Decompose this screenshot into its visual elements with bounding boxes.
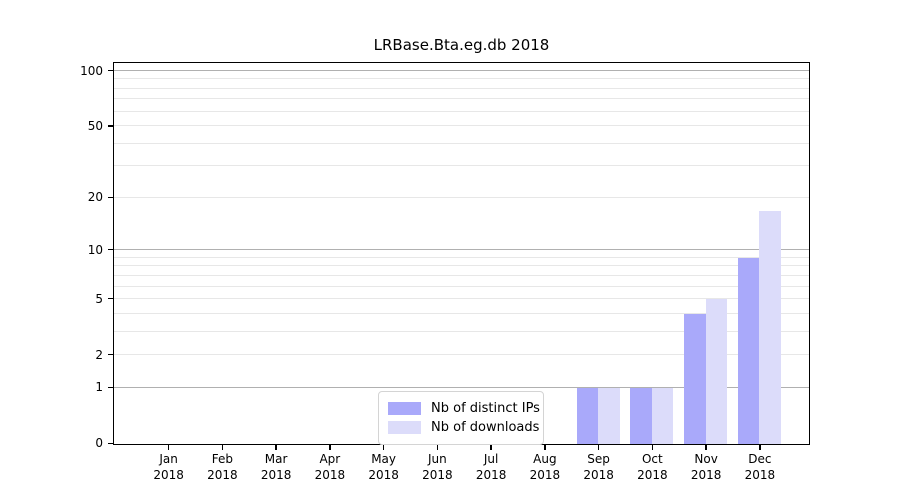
x-tick-label: Sep 2018 (583, 452, 614, 482)
x-tick-mark (382, 445, 385, 450)
bar-distinct-ips (576, 388, 598, 444)
bar-downloads (651, 388, 674, 444)
y-tick-label: 100 (80, 63, 103, 78)
x-tick-mark (651, 445, 654, 450)
legend-item-distinct-ips: Nb of distinct IPs (388, 400, 540, 417)
minor-gridline (114, 142, 809, 144)
plot-area (113, 62, 810, 445)
minor-gridline (114, 265, 809, 267)
x-tick-mark (490, 445, 492, 450)
major-gridline (114, 386, 809, 388)
y-tick-mark (108, 353, 113, 356)
y-tick-mark (108, 442, 113, 445)
bar-distinct-ips (737, 258, 760, 444)
y-tick-label: 0 (95, 436, 103, 451)
x-tick-mark (597, 445, 600, 450)
chart-title: LRBase.Bta.eg.db 2018 (373, 36, 550, 54)
bar-downloads (598, 388, 620, 444)
minor-gridline (114, 125, 809, 127)
x-tick-label: May 2018 (368, 452, 399, 482)
minor-gridline (114, 256, 809, 258)
x-tick-mark (275, 445, 277, 450)
x-tick-mark (221, 445, 224, 450)
minor-gridline (114, 110, 809, 112)
y-tick-mark (108, 69, 113, 72)
bar-distinct-ips (630, 388, 652, 444)
x-tick-label: Aug 2018 (529, 452, 561, 482)
minor-gridline (114, 196, 809, 198)
y-tick-mark (108, 297, 113, 300)
major-gridline (114, 69, 809, 71)
x-tick-mark (759, 445, 761, 450)
y-tick-mark (108, 124, 113, 127)
y-tick-mark (108, 196, 113, 199)
minor-gridline (114, 285, 809, 287)
minor-gridline (114, 87, 809, 89)
x-tick-label: Apr 2018 (314, 452, 346, 482)
minor-gridline (114, 298, 809, 300)
minor-gridline (114, 98, 809, 100)
x-tick-mark (705, 445, 707, 450)
x-tick-label: Dec 2018 (744, 452, 776, 482)
x-tick-label: Mar 2018 (260, 452, 292, 482)
x-tick-mark (329, 445, 331, 450)
y-tick-label: 20 (87, 190, 103, 205)
major-gridline (114, 249, 809, 251)
x-tick-label: Jul 2018 (475, 452, 507, 482)
y-tick-mark (108, 386, 113, 389)
x-tick-label: Nov 2018 (690, 452, 722, 482)
bar-downloads (705, 299, 727, 444)
x-tick-label: Oct 2018 (637, 452, 668, 482)
x-tick-label: Jan 2018 (153, 452, 184, 482)
bar-downloads (759, 210, 781, 444)
legend: Nb of distinct IPs Nb of downloads (378, 391, 544, 445)
minor-gridline (114, 274, 809, 276)
legend-swatch-distinct-ips (388, 402, 421, 415)
y-tick-mark (108, 248, 113, 251)
y-tick-label: 2 (95, 347, 103, 362)
legend-item-downloads: Nb of downloads (388, 419, 539, 436)
bar-distinct-ips (684, 314, 706, 444)
minor-gridline (114, 330, 809, 332)
legend-swatch-downloads (388, 421, 421, 434)
y-tick-label: 50 (87, 118, 103, 133)
minor-gridline (114, 354, 809, 356)
minor-gridline (114, 78, 809, 80)
x-tick-label: Jun 2018 (422, 452, 453, 482)
legend-label-downloads: Nb of downloads (431, 420, 540, 435)
x-tick-label: Feb 2018 (207, 452, 238, 482)
y-tick-label: 10 (87, 242, 103, 257)
legend-label-distinct-ips: Nb of distinct IPs (431, 401, 540, 416)
minor-gridline (114, 312, 809, 314)
minor-gridline (114, 165, 809, 167)
x-tick-mark (436, 445, 439, 450)
y-tick-label: 1 (95, 380, 103, 395)
x-tick-mark (544, 445, 546, 450)
y-tick-label: 5 (95, 291, 103, 306)
x-tick-mark (167, 445, 170, 450)
